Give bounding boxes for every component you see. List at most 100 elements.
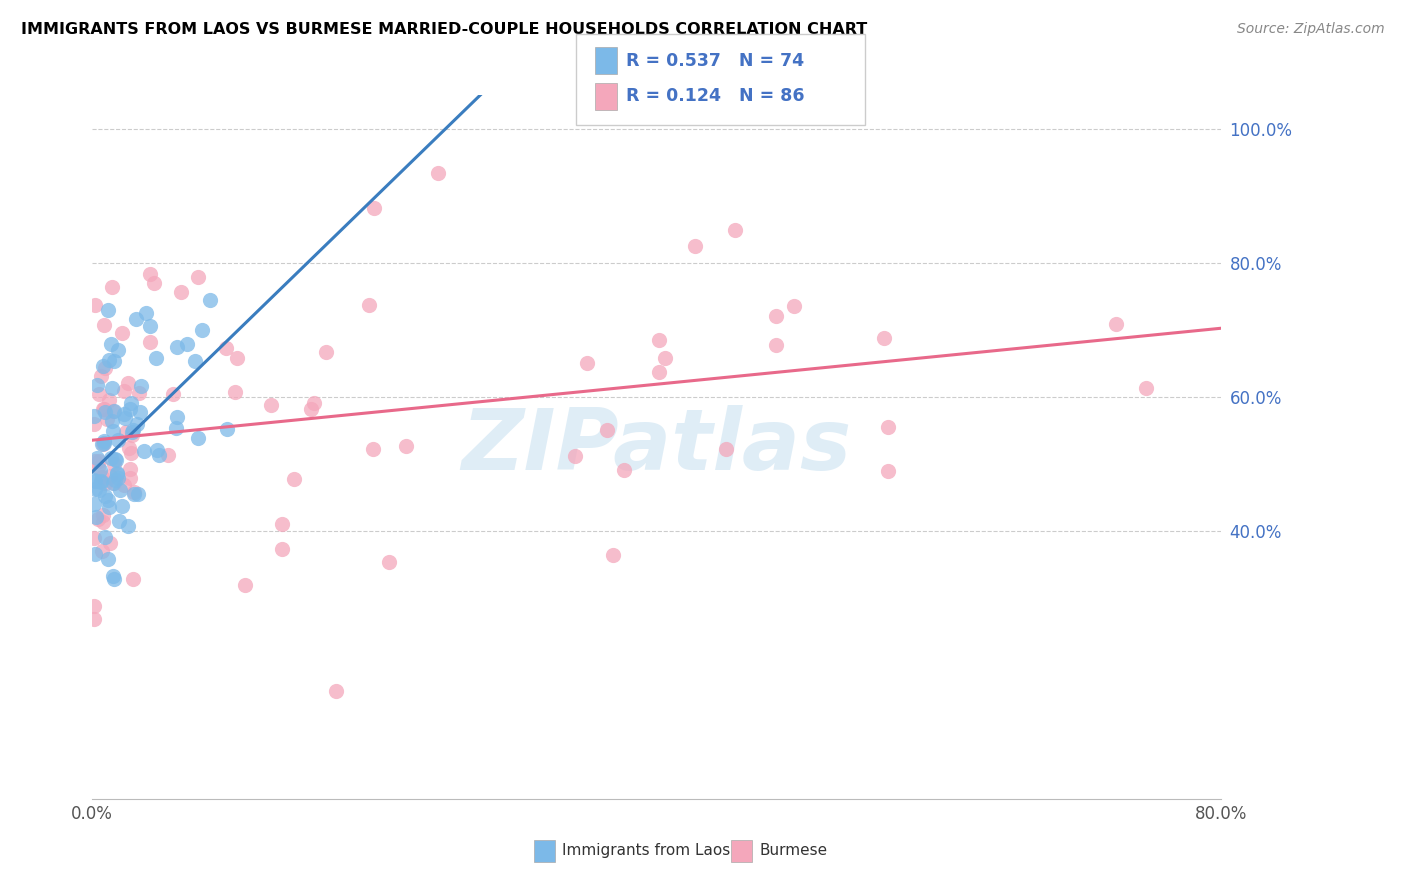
Point [648, 365, 671, 379]
Point [93, 436, 115, 450]
Point [101, 403, 124, 417]
Point [117, 519, 139, 533]
Point [83, 531, 105, 545]
Point [654, 351, 676, 366]
Point [103, 403, 125, 417]
Point [104, 473, 127, 487]
Point [876, 419, 898, 434]
Point [145, 351, 167, 365]
Point [96, 552, 118, 566]
Point [84, 510, 107, 524]
Text: R = 0.537   N = 74: R = 0.537 N = 74 [626, 52, 804, 70]
Point [103, 354, 125, 368]
Point [105, 467, 128, 481]
Point [596, 423, 619, 437]
Point [93, 318, 115, 333]
Point [128, 385, 150, 400]
Point [94, 530, 117, 544]
Point [101, 476, 124, 491]
Point [94, 489, 117, 503]
Point [107, 433, 129, 447]
Point [90, 369, 112, 384]
Point [83, 417, 105, 431]
Point [564, 449, 586, 463]
Point [139, 267, 162, 281]
Point [118, 441, 141, 455]
Point [91, 359, 114, 374]
Point [120, 462, 142, 476]
Point [765, 310, 787, 324]
Text: R = 0.124   N = 86: R = 0.124 N = 86 [626, 87, 804, 105]
Point [271, 516, 294, 531]
Point [602, 548, 624, 562]
Point [200, 293, 222, 308]
Point [142, 276, 165, 290]
Point [86, 451, 108, 466]
Point [325, 683, 347, 698]
Point [427, 165, 450, 179]
Point [91, 508, 114, 522]
Point [112, 407, 135, 421]
Point [363, 201, 385, 215]
Point [121, 428, 143, 442]
Point [183, 354, 205, 368]
Point [765, 337, 787, 351]
Point [91, 437, 114, 451]
Point [117, 376, 139, 390]
Point [395, 439, 418, 453]
Point [575, 356, 598, 370]
Point [121, 425, 143, 439]
Point [112, 478, 135, 492]
Point [361, 442, 384, 456]
Point [120, 396, 142, 410]
Point [270, 541, 292, 556]
Text: Burmese: Burmese [759, 844, 827, 858]
Point [93, 361, 115, 376]
Point [87, 454, 110, 468]
Point [90, 475, 112, 489]
Point [122, 487, 145, 501]
Point [84, 474, 107, 488]
Point [782, 299, 804, 313]
Point [89, 463, 111, 477]
Point [91, 402, 114, 417]
Point [613, 463, 636, 477]
Point [83, 612, 105, 626]
Point [162, 387, 184, 401]
Point [93, 434, 115, 449]
Point [146, 443, 169, 458]
Point [98, 392, 121, 407]
Point [166, 409, 188, 424]
Point [84, 298, 107, 312]
Point [139, 335, 162, 350]
Point [299, 402, 322, 417]
Point [91, 470, 114, 484]
Point [115, 425, 138, 440]
Point [83, 599, 105, 614]
Point [714, 442, 737, 456]
Point [377, 555, 399, 569]
Point [86, 378, 108, 392]
Point [260, 398, 283, 412]
Point [138, 319, 160, 334]
Point [98, 536, 121, 550]
Point [90, 544, 112, 558]
Point [96, 412, 118, 426]
Point [101, 279, 124, 293]
Point [125, 311, 148, 326]
Point [112, 384, 135, 399]
Point [129, 378, 152, 392]
Point [120, 445, 142, 459]
Point [148, 448, 170, 462]
Point [90, 437, 112, 451]
Point [83, 454, 105, 468]
Point [87, 460, 110, 475]
Point [127, 486, 149, 500]
Point [111, 326, 134, 341]
Point [83, 482, 105, 496]
Point [97, 500, 120, 514]
Point [118, 471, 141, 485]
Point [104, 452, 127, 467]
Point [224, 385, 246, 400]
Point [83, 498, 105, 512]
